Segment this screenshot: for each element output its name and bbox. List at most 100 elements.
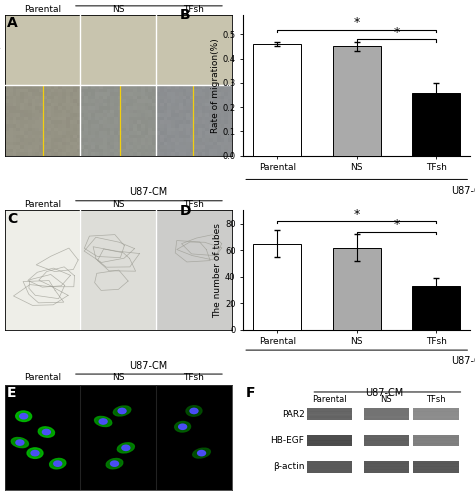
Bar xyxy=(80,86,156,156)
Bar xyxy=(413,416,459,418)
Text: *: * xyxy=(393,26,399,38)
Bar xyxy=(363,437,409,438)
Ellipse shape xyxy=(106,458,123,469)
Bar xyxy=(5,210,80,330)
Ellipse shape xyxy=(31,450,39,456)
Ellipse shape xyxy=(198,450,206,456)
Bar xyxy=(333,248,380,330)
Text: F: F xyxy=(246,386,255,400)
Text: E: E xyxy=(7,386,17,400)
Text: NS: NS xyxy=(380,395,392,404)
Text: A: A xyxy=(7,16,18,30)
Bar xyxy=(413,443,459,444)
Bar xyxy=(363,440,409,441)
Ellipse shape xyxy=(122,445,130,450)
Ellipse shape xyxy=(186,406,202,416)
Ellipse shape xyxy=(42,430,50,434)
Text: Parental: Parental xyxy=(24,4,61,14)
Bar xyxy=(307,434,352,446)
Bar xyxy=(413,466,459,468)
Text: Parental: Parental xyxy=(24,374,61,382)
Text: U87-CM: U87-CM xyxy=(451,356,475,366)
Ellipse shape xyxy=(118,408,126,414)
Text: D: D xyxy=(180,204,191,218)
Text: *: * xyxy=(353,16,360,29)
Text: *: * xyxy=(393,218,399,231)
Text: β-actin: β-actin xyxy=(273,462,304,471)
Bar xyxy=(307,466,352,468)
Ellipse shape xyxy=(11,438,28,448)
Ellipse shape xyxy=(190,408,198,414)
Ellipse shape xyxy=(114,406,131,416)
Bar xyxy=(363,434,409,446)
Bar xyxy=(412,92,460,156)
Ellipse shape xyxy=(16,440,24,445)
Text: HB-EGF: HB-EGF xyxy=(271,436,304,445)
Text: C: C xyxy=(7,212,17,226)
Text: U87-CM: U87-CM xyxy=(365,388,403,398)
Text: Parental: Parental xyxy=(24,200,61,209)
Text: U87-CM: U87-CM xyxy=(129,0,167,2)
Y-axis label: Rate of migration(%): Rate of migration(%) xyxy=(210,38,219,132)
Ellipse shape xyxy=(117,443,134,453)
Ellipse shape xyxy=(95,416,112,426)
Ellipse shape xyxy=(38,427,55,437)
Bar xyxy=(254,44,301,156)
Bar xyxy=(307,437,352,438)
Bar xyxy=(307,408,352,420)
Ellipse shape xyxy=(54,461,62,466)
Y-axis label: The number of tubes: The number of tubes xyxy=(213,222,222,318)
Ellipse shape xyxy=(27,448,43,458)
Bar xyxy=(307,461,352,472)
Bar xyxy=(413,440,459,441)
Bar xyxy=(413,437,459,438)
Bar xyxy=(413,434,459,446)
Text: U87-CM: U87-CM xyxy=(129,361,167,371)
Bar xyxy=(80,210,156,330)
Bar xyxy=(413,410,459,412)
Ellipse shape xyxy=(179,424,187,430)
Bar xyxy=(363,408,409,420)
Bar xyxy=(254,244,301,330)
Text: PAR2: PAR2 xyxy=(282,410,304,418)
Ellipse shape xyxy=(193,448,210,458)
Bar xyxy=(307,469,352,470)
Bar xyxy=(363,461,409,472)
Bar xyxy=(363,416,409,418)
Text: NS: NS xyxy=(112,374,124,382)
Bar xyxy=(363,443,409,444)
Ellipse shape xyxy=(99,419,107,424)
Bar xyxy=(156,210,232,330)
Ellipse shape xyxy=(19,414,28,419)
Bar xyxy=(412,286,460,330)
Bar xyxy=(307,440,352,441)
Text: NS: NS xyxy=(112,4,124,14)
Bar xyxy=(156,156,232,226)
Bar xyxy=(363,469,409,470)
Bar xyxy=(363,466,409,468)
Ellipse shape xyxy=(16,411,32,422)
Bar xyxy=(5,86,80,156)
Text: U87-CM: U87-CM xyxy=(129,187,167,197)
Bar xyxy=(413,408,459,420)
Ellipse shape xyxy=(175,422,190,432)
Bar xyxy=(413,461,459,472)
Text: TFsh: TFsh xyxy=(427,395,446,404)
Ellipse shape xyxy=(49,458,66,469)
Text: TFsh: TFsh xyxy=(183,4,204,14)
Bar xyxy=(333,46,380,156)
Bar xyxy=(363,410,409,412)
Bar xyxy=(80,156,156,226)
Text: Parental: Parental xyxy=(312,395,347,404)
Text: TFsh: TFsh xyxy=(183,374,204,382)
Text: NS: NS xyxy=(112,200,124,209)
Text: U87-CM: U87-CM xyxy=(451,186,475,196)
Text: *: * xyxy=(353,208,360,220)
Text: B: B xyxy=(180,8,190,22)
Bar xyxy=(5,156,80,226)
Ellipse shape xyxy=(111,461,118,466)
Bar xyxy=(307,416,352,418)
Text: TFsh: TFsh xyxy=(183,200,204,209)
Bar xyxy=(156,86,232,156)
Bar xyxy=(413,469,459,470)
